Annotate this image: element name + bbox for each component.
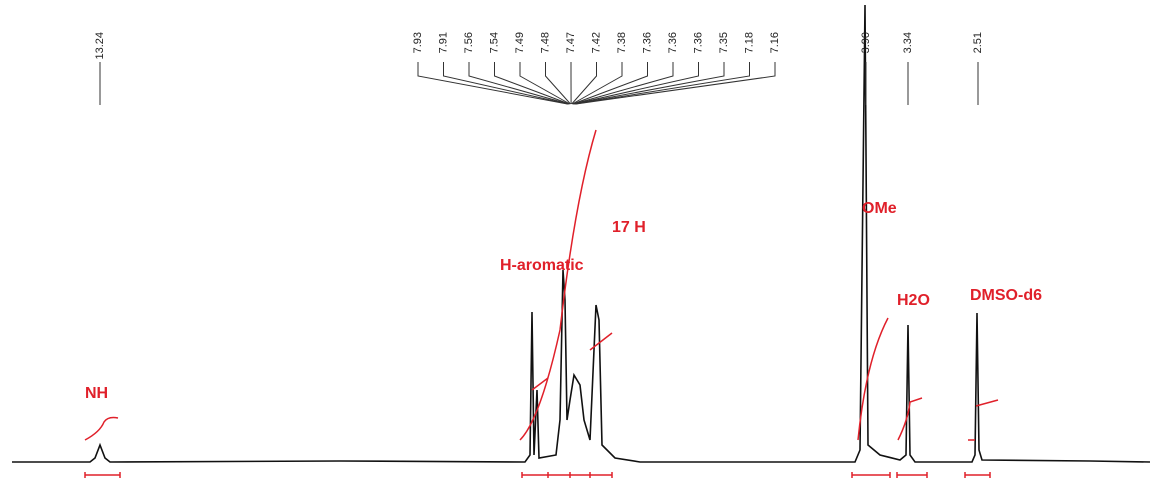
peak-connector — [494, 62, 570, 105]
peak-connector — [573, 62, 699, 105]
peak-connector — [575, 62, 776, 105]
annotation: H-aromatic — [500, 257, 584, 274]
peak-label: 7.48 — [539, 32, 551, 53]
peak-connector — [443, 62, 569, 105]
annotation: 17 H — [612, 219, 646, 236]
peak-label: 7.36 — [641, 32, 653, 53]
peak-label: 7.47 — [565, 32, 577, 53]
peak-connector — [575, 62, 750, 105]
peak-connector — [545, 62, 571, 105]
peak-label: 3.34 — [902, 32, 914, 53]
peak-connector — [572, 62, 623, 105]
peak-label: 3.90 — [860, 32, 872, 53]
peak-connector — [468, 62, 569, 105]
peak-label: 7.36 — [692, 32, 704, 53]
peak-label: 7.91 — [437, 32, 449, 53]
peak-label: 7.54 — [488, 32, 500, 53]
peak-connector — [519, 62, 571, 105]
peak-label: 7.56 — [463, 32, 475, 53]
peak-label: 7.42 — [590, 32, 602, 53]
annotation: OMe — [862, 200, 897, 217]
peak-connector — [417, 62, 568, 105]
peak-label: 7.35 — [718, 32, 730, 53]
annotation: DMSO-d6 — [970, 287, 1042, 304]
peak-label: 7.49 — [514, 32, 526, 53]
peak-label: 7.36 — [667, 32, 679, 53]
peak-label: 7.93 — [412, 32, 424, 53]
annotation: NH — [85, 385, 108, 402]
peak-label: 2.51 — [972, 32, 984, 53]
spectrum-trace — [12, 4, 1151, 463]
peak-connector — [574, 62, 725, 105]
peak-label: 7.18 — [743, 32, 755, 53]
peak-connector — [573, 62, 674, 105]
annotation: H2O — [897, 292, 930, 309]
peak-label: 7.38 — [616, 32, 628, 53]
peak-connector — [571, 62, 597, 105]
peak-label: 7.16 — [769, 32, 781, 53]
peak-label: 13.24 — [94, 32, 106, 60]
peak-connector — [572, 62, 648, 105]
integration-curves — [84, 129, 999, 478]
